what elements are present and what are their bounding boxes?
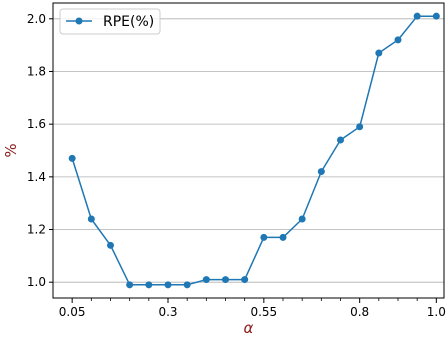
y-tick-label: 1.0 bbox=[27, 275, 46, 289]
legend-point-marker bbox=[75, 17, 83, 25]
data-point bbox=[145, 281, 153, 289]
x-tick-label: 0.3 bbox=[158, 305, 177, 319]
data-point bbox=[337, 136, 344, 144]
x-tick-label: 1.0 bbox=[427, 305, 446, 319]
y-tick-label: 1.6 bbox=[27, 117, 46, 131]
data-point bbox=[183, 281, 191, 289]
legend: RPE(%) bbox=[59, 8, 161, 35]
series-layer bbox=[68, 12, 440, 289]
y-tick-label: 1.4 bbox=[27, 170, 46, 184]
series-line bbox=[71, 15, 437, 286]
data-point bbox=[279, 233, 287, 241]
y-axis-label: % bbox=[2, 143, 20, 157]
data-point bbox=[222, 276, 229, 284]
data-point bbox=[126, 281, 134, 289]
data-point bbox=[394, 36, 402, 44]
x-tick-label: 0.8 bbox=[350, 305, 369, 319]
data-point bbox=[164, 281, 172, 289]
data-point bbox=[375, 49, 383, 57]
y-tick-label: 1.8 bbox=[27, 64, 46, 78]
data-point bbox=[260, 233, 268, 241]
data-point bbox=[68, 154, 76, 162]
data-point bbox=[413, 12, 421, 20]
legend-label: RPE(%) bbox=[103, 14, 154, 30]
axis-ticks: 1.0 1.2 1.4 1.6 1.8 2.0 0.05 0.3 0.55 0.8 1.0 bbox=[27, 12, 446, 319]
y-tick-label: 2.0 bbox=[27, 12, 46, 26]
data-point bbox=[317, 168, 325, 176]
data-point bbox=[87, 215, 95, 223]
data-point bbox=[107, 241, 114, 249]
data-point bbox=[202, 276, 210, 284]
data-point bbox=[432, 12, 440, 20]
x-axis-label: α bbox=[244, 319, 254, 337]
x-tick-label: 0.05 bbox=[59, 305, 86, 319]
y-tick-label: 1.2 bbox=[27, 223, 46, 237]
legend-box bbox=[59, 8, 161, 35]
data-point bbox=[241, 276, 249, 284]
plot-frame bbox=[52, 2, 445, 299]
data-point bbox=[298, 215, 306, 223]
data-point bbox=[356, 123, 364, 131]
x-tick-label: 0.55 bbox=[250, 305, 277, 319]
